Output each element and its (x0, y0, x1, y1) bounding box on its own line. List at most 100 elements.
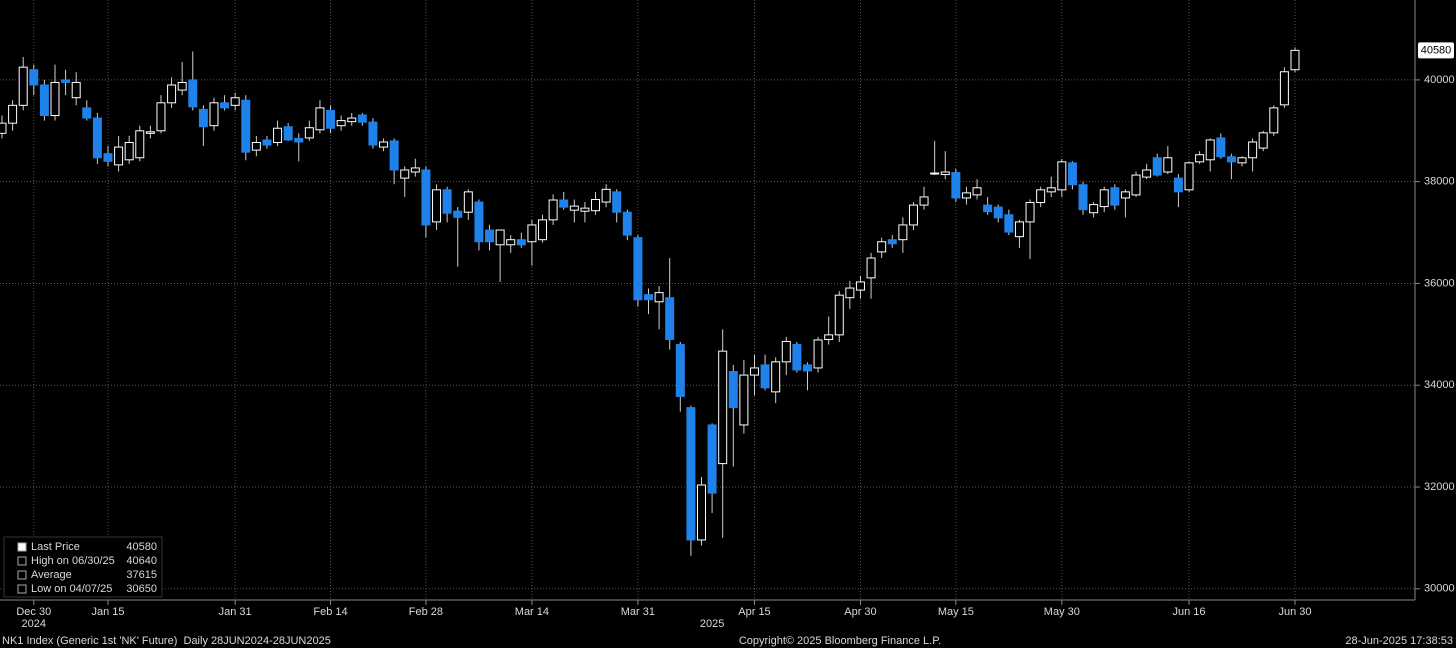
candle-body (1195, 154, 1205, 163)
candle-body (633, 237, 643, 301)
legend-swatch (17, 542, 27, 552)
candle-body (262, 139, 272, 146)
candle-body (1258, 132, 1268, 149)
candle-body (400, 169, 410, 179)
candle-body (50, 81, 60, 117)
candle-body (188, 79, 198, 108)
candle-body (877, 241, 887, 253)
legend-value: 37615 (126, 569, 157, 581)
candle-body (993, 206, 1003, 219)
candle-body (612, 191, 622, 213)
candle-body (0, 122, 7, 134)
candle-body (1226, 156, 1236, 163)
legend-value: 40580 (126, 541, 157, 553)
candle-body (675, 344, 685, 397)
candle-body (824, 334, 834, 340)
y-tick-label: 38000 (1424, 176, 1455, 188)
candle-body (1089, 204, 1099, 214)
candle-body (347, 117, 357, 123)
candle-body (251, 141, 261, 151)
legend-label: Low on 04/07/25 (31, 583, 112, 595)
candle-body (622, 211, 632, 236)
candle-body (18, 66, 28, 106)
candle-body (665, 297, 675, 340)
y-tick-label: 34000 (1424, 379, 1455, 391)
candle-body (527, 224, 537, 243)
candle-body (696, 484, 706, 541)
candle-body (167, 84, 177, 104)
candle-body (951, 172, 961, 199)
last-price-tag (1418, 42, 1454, 59)
candle-body (654, 292, 664, 303)
candle-body (749, 367, 759, 376)
candle-body (1057, 161, 1067, 191)
candle-body (919, 196, 929, 206)
candle-body (273, 127, 283, 143)
candle-body (421, 169, 431, 226)
candle-body (707, 424, 717, 494)
candle-body (569, 205, 579, 211)
candle-body (686, 407, 696, 541)
candle-body (156, 102, 166, 132)
candle-body (1036, 189, 1046, 204)
x-tick-label: Jan 31 (219, 606, 252, 618)
candle-body (1025, 202, 1035, 223)
candle-body (1004, 214, 1014, 233)
candle-body (71, 81, 81, 99)
candle-body (145, 131, 155, 134)
x-tick-label: Dec 30 (16, 606, 51, 618)
candle-body (92, 117, 102, 159)
candle-body (1184, 162, 1194, 191)
candle-body (294, 137, 304, 143)
legend-swatch (17, 570, 27, 580)
candle-body (1110, 187, 1120, 206)
candle-body (1290, 49, 1300, 71)
candle-body (972, 187, 982, 196)
candle-body (718, 350, 728, 465)
x-tick-label: May 15 (938, 606, 974, 618)
candle-body (114, 146, 124, 166)
candle-body (495, 229, 505, 246)
candle-body (1205, 139, 1215, 161)
x-tick-label: Jun 30 (1278, 606, 1311, 618)
candle-body (124, 141, 134, 161)
candle-body (135, 130, 145, 159)
candle-body (103, 153, 113, 162)
y-tick-label: 36000 (1424, 277, 1455, 289)
candle-body (389, 140, 399, 171)
candle-body (1152, 157, 1162, 176)
candle-body (728, 371, 738, 409)
candle-body (845, 287, 855, 299)
candle-body (855, 281, 865, 291)
candle-body (304, 127, 314, 139)
candle-body (908, 204, 918, 226)
candle-body (1014, 221, 1024, 238)
candle-body (357, 114, 367, 123)
candle-body (961, 192, 971, 199)
legend-label: High on 06/30/25 (31, 555, 115, 567)
candle-body (8, 104, 18, 124)
candle-body (983, 204, 993, 213)
candle-body (209, 102, 219, 127)
legend-label: Average (31, 569, 72, 581)
x-tick-label: May 30 (1044, 606, 1080, 618)
candle-body (1163, 157, 1173, 173)
candle-body (1237, 157, 1247, 164)
candle-body (61, 79, 71, 83)
candle-body (442, 189, 452, 214)
legend-swatch (17, 584, 27, 594)
candle-body (591, 198, 601, 212)
candle-body (410, 167, 420, 173)
x-tick-label: Apr 15 (738, 606, 770, 618)
footer-right: 28-Jun-2025 17:38:53 (1345, 635, 1453, 647)
candle-body (1216, 137, 1226, 158)
candle-body (866, 257, 876, 279)
legend-value: 40640 (126, 555, 157, 567)
candle-body (315, 107, 325, 131)
x-tick-label: Jun 16 (1173, 606, 1206, 618)
candle-body (1078, 184, 1088, 211)
x-year-label: 2024 (22, 618, 46, 630)
